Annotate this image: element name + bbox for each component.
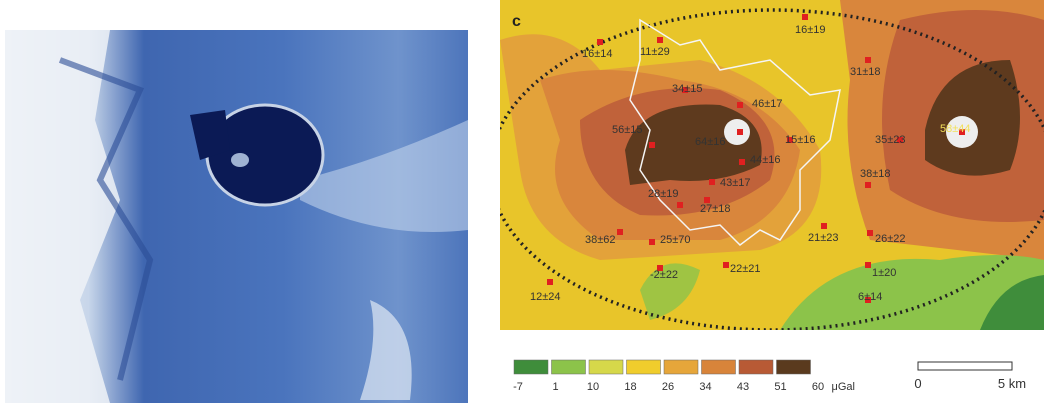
satellite-image — [5, 30, 468, 403]
legend-label: 18 — [624, 381, 636, 393]
station-label: 31±18 — [850, 66, 881, 78]
station-label: 21±23 — [808, 232, 839, 244]
legend-label: 43 — [737, 381, 749, 393]
station-marker — [597, 39, 603, 45]
scale-start: 0 — [914, 376, 921, 391]
station-label: 46±17 — [752, 98, 783, 110]
station-label: 16±14 — [582, 48, 613, 60]
station-marker — [617, 229, 623, 235]
station-label: 1±20 — [872, 267, 896, 279]
station-label: 27±18 — [700, 203, 731, 215]
station-label: 6±14 — [858, 291, 882, 303]
station-label: 64±16 — [695, 136, 726, 148]
station-marker — [677, 202, 683, 208]
station-marker — [723, 262, 729, 268]
station-label: 15±16 — [785, 134, 816, 146]
legend-swatch — [777, 360, 811, 374]
legend-swatch — [739, 360, 773, 374]
legend-swatch — [664, 360, 698, 374]
figure: c 16±1411±2916±1931±1834±1546±1756±1564±… — [0, 0, 1044, 403]
station-marker — [737, 102, 743, 108]
station-label: 38±18 — [860, 168, 891, 180]
station-label: 35±23 — [875, 134, 906, 146]
station-label: 28±19 — [648, 188, 679, 200]
station-marker — [867, 230, 873, 236]
station-marker — [709, 179, 715, 185]
station-marker — [649, 142, 655, 148]
legend-label: 34 — [699, 381, 711, 393]
station-marker — [737, 129, 743, 135]
station-label: -2±22 — [650, 269, 678, 281]
station-marker — [865, 57, 871, 63]
legend: -7 1 10 18 26 34 43 51 60 μGal — [513, 360, 855, 393]
legend-label: 26 — [662, 381, 674, 393]
station-label: 34±15 — [672, 83, 703, 95]
station-marker — [802, 14, 808, 20]
station-label: 22±21 — [730, 263, 761, 275]
legend-swatch — [627, 360, 661, 374]
station-marker — [821, 223, 827, 229]
legend-swatch — [552, 360, 586, 374]
station-label: 38±62 — [585, 234, 616, 246]
legend-swatch — [702, 360, 736, 374]
legend-label: 10 — [587, 381, 599, 393]
legend-label: 51 — [774, 381, 786, 393]
station-label: 56±15 — [612, 124, 643, 136]
station-label: 11±29 — [640, 46, 670, 58]
legend-label: 60 — [812, 381, 824, 393]
station-label: 12±24 — [530, 291, 561, 303]
scale-bar: 0 5 km — [914, 362, 1026, 391]
station-marker — [865, 182, 871, 188]
panel-label: c — [512, 13, 521, 30]
scale-end: 5 km — [998, 376, 1026, 391]
station-label: 58±44 — [940, 123, 971, 135]
legend-swatch — [514, 360, 548, 374]
station-label: 44±16 — [750, 154, 781, 166]
station-marker — [739, 159, 745, 165]
station-marker — [865, 262, 871, 268]
station-label: 26±22 — [875, 233, 906, 245]
legend-swatch — [589, 360, 623, 374]
legend-label: 1 — [552, 381, 558, 393]
station-marker — [657, 37, 663, 43]
station-marker — [547, 279, 553, 285]
legend-unit: μGal — [832, 381, 855, 393]
station-label: 25±70 — [660, 234, 691, 246]
station-marker — [649, 239, 655, 245]
station-label: 16±19 — [795, 24, 826, 36]
station-label: 43±17 — [720, 177, 751, 189]
legend-label: -7 — [513, 381, 523, 393]
